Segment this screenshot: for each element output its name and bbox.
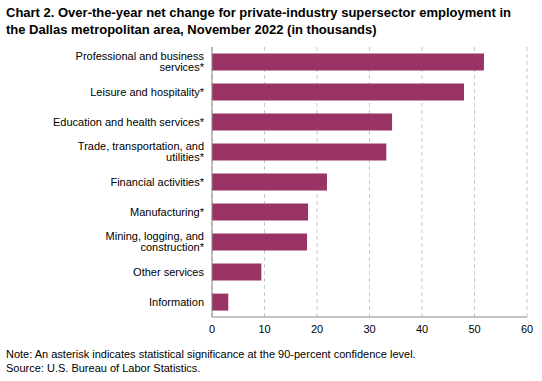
html-text:Chart 2. Over-the-year net cha: Chart 2. Over-the-year net change for pr… (6, 5, 511, 37)
svg-text:30: 30 (363, 323, 375, 335)
svg-text:0: 0 (209, 323, 215, 335)
svg-text:Information: Information (149, 296, 204, 308)
svg-text:10: 10 (258, 323, 270, 335)
svg-text:60: 60 (521, 323, 533, 335)
html-text:Source: U.S. Bureau of Labor S: Source: U.S. Bureau of Labor Statistics. (6, 362, 201, 374)
svg-text:Financial activities*: Financial activities* (110, 176, 204, 188)
svg-text:Leisure and hospitality*: Leisure and hospitality* (90, 86, 204, 98)
svg-text:20: 20 (311, 323, 323, 335)
svg-text:Trade, transportation, andutil: Trade, transportation, andutilities* (78, 140, 205, 163)
html-text:Note: An asterisk indicates st: Note: An asterisk indicates statistical … (6, 348, 416, 360)
svg-text:Mining, logging, andconstructi: Mining, logging, andconstruction* (106, 230, 205, 253)
svg-text:Education and health services*: Education and health services* (53, 116, 205, 128)
svg-text:Manufacturing*: Manufacturing* (130, 206, 205, 218)
svg-text:40: 40 (416, 323, 428, 335)
svg-text:50: 50 (468, 323, 480, 335)
svg-text:Other services: Other services (133, 266, 204, 278)
svg-text:Professional and businessservi: Professional and businessservices* (76, 50, 205, 73)
